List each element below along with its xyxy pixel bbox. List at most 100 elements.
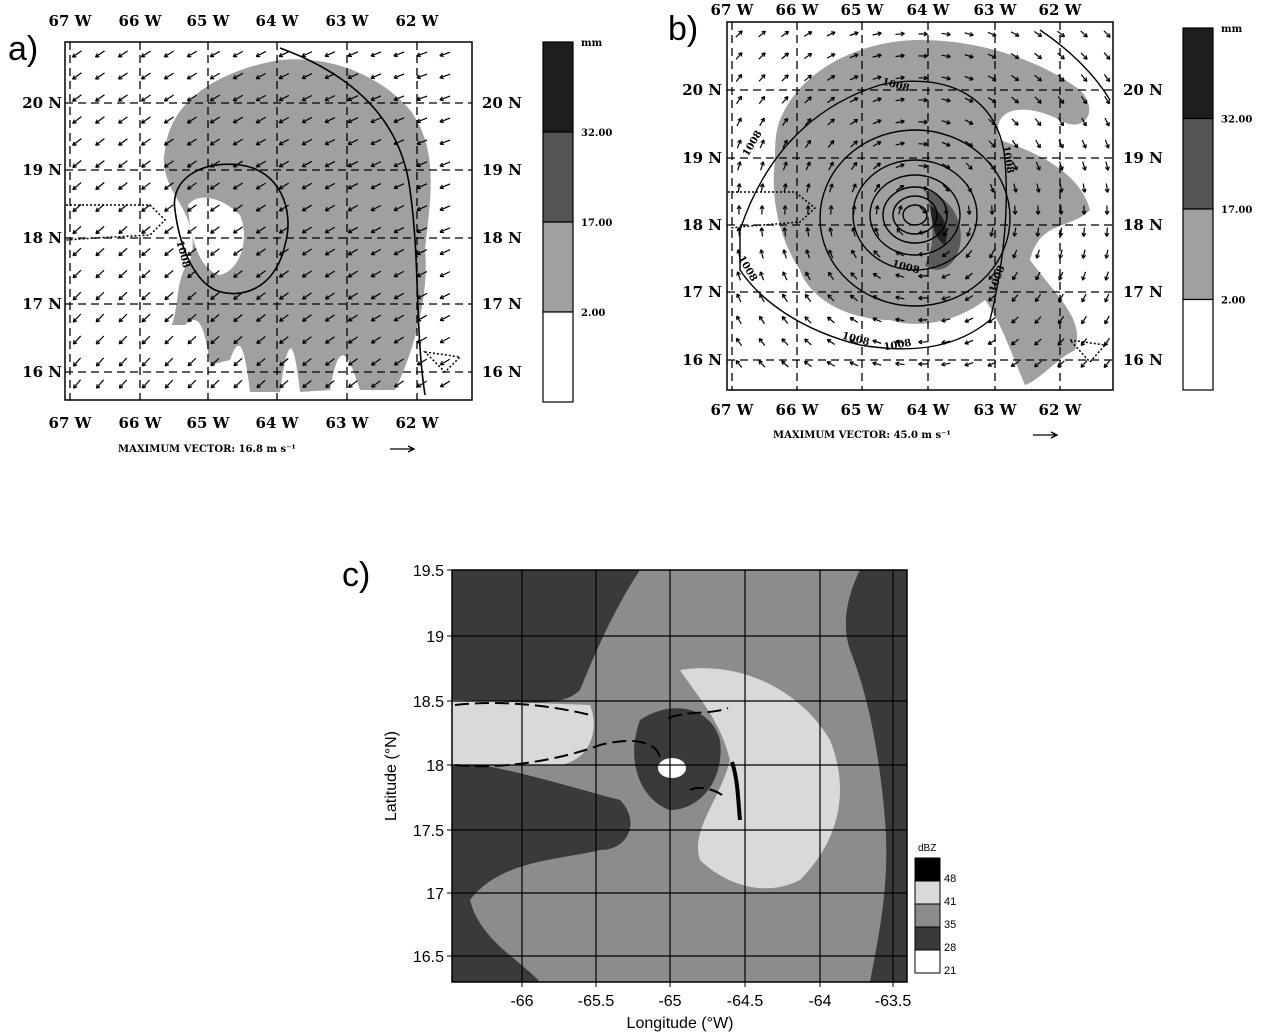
- wind-vector: [232, 182, 243, 190]
- wind-vector: [416, 205, 428, 212]
- wind-vector: [1010, 31, 1020, 37]
- y-tick-label: 19 N: [22, 161, 62, 179]
- wind-vector: [186, 94, 197, 102]
- wind-vector: [758, 52, 766, 60]
- colorbar-segment: [914, 926, 941, 951]
- x-tick-label: 62 W: [1039, 401, 1083, 419]
- wind-vector: [804, 293, 812, 302]
- wind-vector: [1011, 96, 1019, 104]
- wind-vector: [826, 53, 836, 59]
- x-tick-label: 66 W: [776, 1, 820, 19]
- x-tick-label: 62 W: [396, 414, 440, 432]
- x-tick-label: 65 W: [187, 414, 231, 432]
- wind-vector: [965, 162, 973, 170]
- x-tick-label: 65 W: [187, 12, 231, 30]
- wind-vector: [1103, 360, 1111, 369]
- wind-vector: [279, 314, 289, 322]
- wind-vector: [1010, 361, 1020, 368]
- wind-vector: [964, 54, 974, 59]
- wind-vector: [964, 119, 974, 125]
- wind-vector: [118, 313, 128, 323]
- wind-vector: [118, 138, 128, 146]
- wind-vector: [232, 116, 244, 124]
- colorbar-label: 2.00: [1221, 296, 1245, 307]
- wind-vector: [439, 73, 451, 80]
- wind-vector: [186, 160, 197, 168]
- plot-frame: [451, 569, 908, 983]
- wind-vector: [964, 31, 974, 37]
- wind-vector: [895, 53, 905, 59]
- wind-vector: [851, 227, 857, 237]
- wind-vector: [232, 94, 244, 102]
- wind-vector: [849, 118, 859, 126]
- wind-vector: [210, 248, 220, 256]
- wind-vector: [804, 118, 812, 126]
- wind-vector: [758, 30, 766, 38]
- wind-vector: [966, 183, 972, 193]
- wind-vector: [370, 292, 382, 300]
- wind-vector: [256, 357, 266, 367]
- wind-vector: [782, 271, 788, 281]
- wind-vector: [758, 315, 766, 325]
- wind-vector: [186, 182, 197, 190]
- wind-vector: [301, 292, 312, 300]
- wind-vector: [324, 51, 336, 58]
- y-tick-label: 16.5: [413, 949, 444, 966]
- wind-vector: [895, 251, 905, 257]
- wind-vector: [759, 227, 765, 237]
- x-tick-label: -65.5: [578, 993, 615, 1010]
- wind-vector: [164, 269, 174, 279]
- wind-vector: [301, 160, 313, 168]
- wind-vector: [988, 272, 996, 281]
- wind-vector: [1034, 316, 1042, 324]
- wind-vector: [255, 116, 267, 124]
- wind-vector: [187, 248, 197, 256]
- wind-vector: [187, 313, 197, 323]
- wind-vector: [759, 205, 765, 215]
- wind-vector: [1010, 338, 1019, 346]
- wind-vector: [163, 94, 174, 102]
- wind-vector: [1011, 294, 1019, 302]
- wind-vector: [826, 338, 836, 346]
- wind-vector: [347, 314, 358, 322]
- wind-vector: [118, 269, 128, 279]
- colorbar-segment: [542, 131, 574, 223]
- wind-vector: [918, 53, 928, 59]
- wind-vector: [759, 271, 765, 281]
- wind-vector: [187, 379, 197, 389]
- wind-vector: [736, 95, 743, 105]
- wind-vector: [941, 97, 951, 103]
- wind-vector: [736, 161, 742, 171]
- wind-vector: [1034, 52, 1043, 60]
- y-tick-label: 19.5: [413, 563, 444, 580]
- wind-vector: [255, 204, 266, 212]
- wind-vector: [1081, 293, 1087, 303]
- colorbar-label: 21: [944, 965, 956, 977]
- wind-vector: [966, 205, 972, 215]
- wind-vector: [918, 295, 928, 301]
- x-tick-label: 64 W: [256, 12, 300, 30]
- wind-vector: [895, 97, 905, 103]
- colorbar-label: 17.00: [581, 218, 612, 229]
- wind-vector: [210, 292, 220, 301]
- wind-vector: [736, 271, 742, 281]
- y-tick-label: 16 N: [1123, 351, 1163, 369]
- wind-vector: [895, 361, 905, 367]
- wind-vector: [1104, 161, 1110, 171]
- wind-vector: [803, 52, 813, 60]
- wind-vector: [393, 314, 405, 322]
- wind-vector: [735, 30, 743, 38]
- y-tick-label: 20 N: [482, 94, 522, 112]
- contour-label: 1008: [883, 338, 912, 354]
- wind-vector: [117, 50, 128, 58]
- wind-vector: [370, 73, 382, 80]
- y-tick-label: 17 N: [1123, 283, 1163, 301]
- wind-vector: [895, 75, 905, 81]
- wind-vector: [233, 248, 243, 256]
- wind-vector: [989, 249, 995, 259]
- contour-label: 1008: [1000, 145, 1016, 174]
- x-tick-label: 63 W: [326, 12, 370, 30]
- wind-vector: [301, 226, 312, 234]
- vector-arrow: [1033, 431, 1059, 439]
- wind-vector: [1104, 183, 1110, 193]
